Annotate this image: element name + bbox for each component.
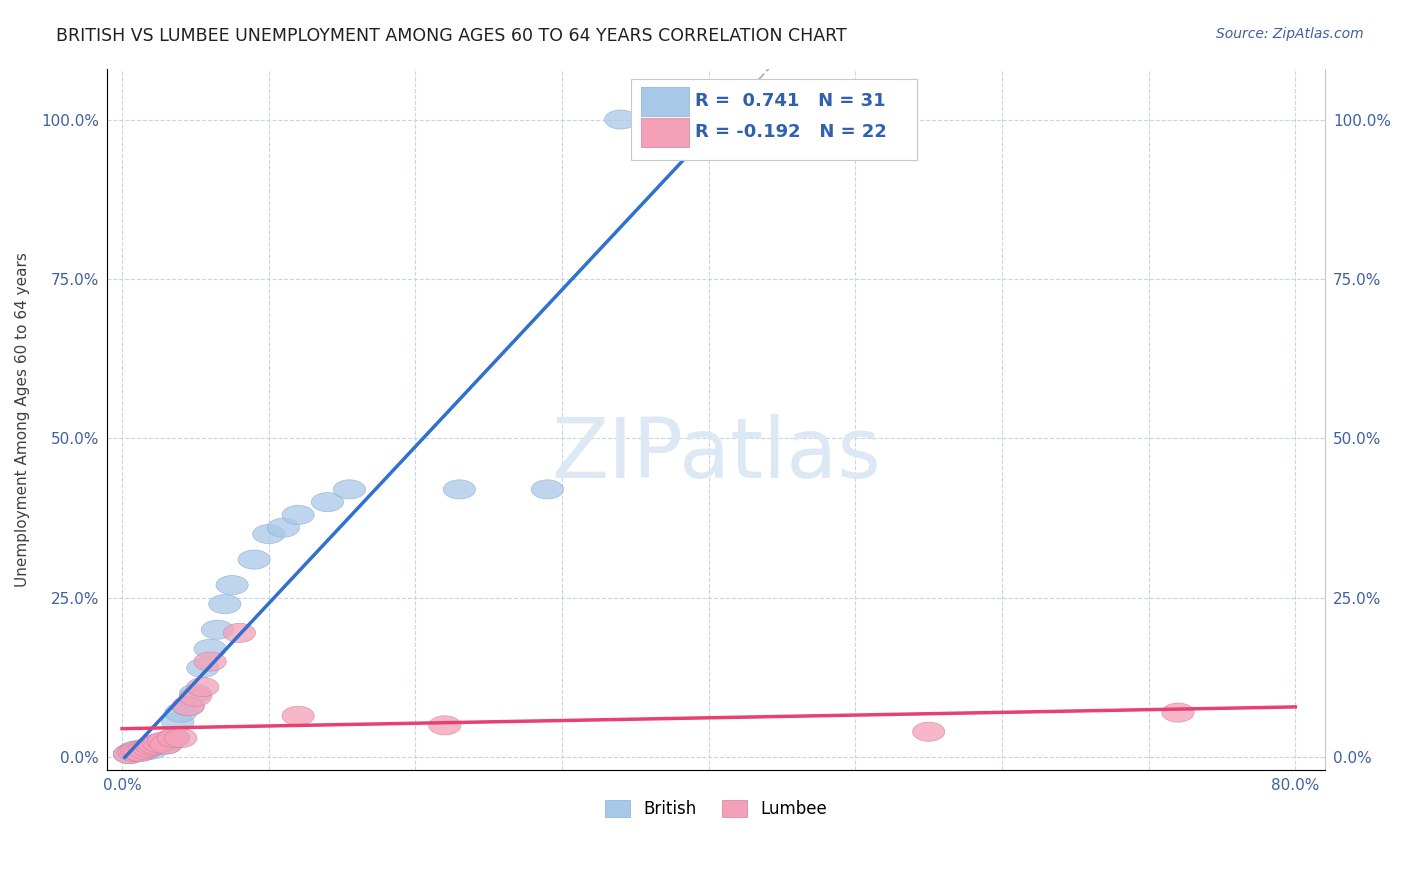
Ellipse shape <box>121 742 153 762</box>
Ellipse shape <box>118 742 150 762</box>
Text: R =  0.741   N = 31: R = 0.741 N = 31 <box>696 93 886 111</box>
Ellipse shape <box>201 620 233 640</box>
Ellipse shape <box>128 741 160 761</box>
Ellipse shape <box>135 740 167 759</box>
Ellipse shape <box>124 740 156 759</box>
Ellipse shape <box>142 735 174 754</box>
Ellipse shape <box>148 733 180 753</box>
Ellipse shape <box>118 741 150 761</box>
Ellipse shape <box>311 492 343 512</box>
Ellipse shape <box>180 687 211 706</box>
Ellipse shape <box>138 736 170 756</box>
Ellipse shape <box>912 723 945 741</box>
Ellipse shape <box>267 518 299 537</box>
Ellipse shape <box>132 738 165 757</box>
Ellipse shape <box>429 715 461 735</box>
Ellipse shape <box>194 640 226 658</box>
Ellipse shape <box>114 745 146 764</box>
Ellipse shape <box>194 652 226 671</box>
Ellipse shape <box>162 713 194 731</box>
Legend: British, Lumbee: British, Lumbee <box>599 793 834 825</box>
Ellipse shape <box>172 697 204 715</box>
Ellipse shape <box>283 506 314 524</box>
Ellipse shape <box>157 729 190 747</box>
FancyBboxPatch shape <box>641 87 689 116</box>
Ellipse shape <box>153 731 186 751</box>
Ellipse shape <box>114 745 146 764</box>
Ellipse shape <box>531 480 564 499</box>
Y-axis label: Unemployment Among Ages 60 to 64 years: Unemployment Among Ages 60 to 64 years <box>15 252 30 587</box>
Ellipse shape <box>165 703 197 723</box>
Text: BRITISH VS LUMBEE UNEMPLOYMENT AMONG AGES 60 TO 64 YEARS CORRELATION CHART: BRITISH VS LUMBEE UNEMPLOYMENT AMONG AGE… <box>56 27 846 45</box>
Ellipse shape <box>180 684 211 703</box>
Text: ZIPatlas: ZIPatlas <box>551 414 882 495</box>
Ellipse shape <box>238 550 270 569</box>
Ellipse shape <box>157 729 190 747</box>
Ellipse shape <box>1161 703 1194 723</box>
Ellipse shape <box>224 624 256 642</box>
Ellipse shape <box>172 697 204 715</box>
Text: Source: ZipAtlas.com: Source: ZipAtlas.com <box>1216 27 1364 41</box>
Ellipse shape <box>605 110 637 129</box>
Ellipse shape <box>283 706 314 725</box>
Ellipse shape <box>150 735 183 754</box>
Ellipse shape <box>253 524 285 543</box>
Ellipse shape <box>124 742 156 762</box>
Ellipse shape <box>132 738 165 757</box>
Ellipse shape <box>165 729 197 747</box>
Ellipse shape <box>138 735 170 754</box>
Ellipse shape <box>121 741 153 761</box>
FancyBboxPatch shape <box>631 79 917 160</box>
Ellipse shape <box>148 731 180 751</box>
Ellipse shape <box>135 736 167 756</box>
Ellipse shape <box>187 678 219 697</box>
FancyBboxPatch shape <box>641 118 689 147</box>
Ellipse shape <box>142 733 174 753</box>
Ellipse shape <box>443 480 475 499</box>
Ellipse shape <box>128 740 160 759</box>
Ellipse shape <box>333 480 366 499</box>
Text: R = -0.192   N = 22: R = -0.192 N = 22 <box>696 123 887 141</box>
Ellipse shape <box>208 595 240 614</box>
Ellipse shape <box>150 735 183 754</box>
Ellipse shape <box>217 575 249 595</box>
Ellipse shape <box>187 658 219 678</box>
